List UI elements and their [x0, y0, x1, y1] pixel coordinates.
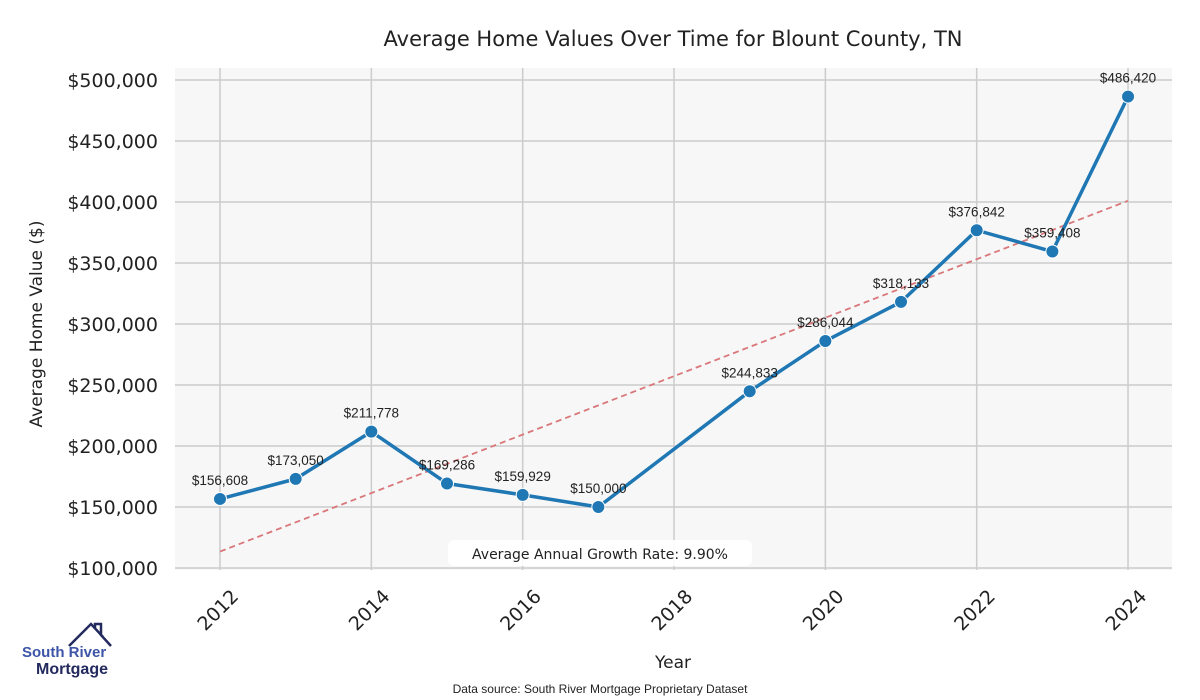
- y-tick-label: $450,000: [67, 131, 158, 153]
- data-label: $286,044: [797, 315, 854, 330]
- y-tick-label: $350,000: [67, 253, 158, 275]
- chart-title: Average Home Values Over Time for Blount…: [384, 27, 963, 51]
- y-tick-label: $300,000: [67, 314, 158, 336]
- y-tick-label: $250,000: [67, 375, 158, 397]
- data-label: $486,420: [1100, 71, 1156, 86]
- data-label: $318,133: [873, 276, 929, 291]
- data-point: [969, 223, 984, 238]
- data-point: [1045, 244, 1060, 259]
- data-label: $150,000: [570, 481, 626, 496]
- y-tick-label: $400,000: [67, 192, 158, 214]
- data-label: $156,608: [192, 473, 248, 488]
- data-point: [1121, 89, 1136, 104]
- data-label: $359,408: [1024, 226, 1080, 241]
- x-axis-label: Year: [654, 653, 691, 673]
- x-tick-label: 2016: [496, 586, 546, 636]
- data-label: $169,286: [419, 457, 475, 472]
- data-point: [818, 334, 833, 349]
- x-tick-label: 2014: [345, 586, 395, 636]
- trend-line: [219, 199, 1129, 553]
- data-label: $244,833: [722, 365, 778, 380]
- data-point: [894, 294, 909, 309]
- data-point: [591, 500, 606, 514]
- data-label: $376,842: [949, 204, 1005, 219]
- y-tick-label: $500,000: [67, 70, 158, 92]
- y-tick-label: $100,000: [67, 558, 158, 580]
- growth-annotation: Average Annual Growth Rate: 9.90%: [448, 540, 752, 566]
- company-logo: South River Mortgage: [22, 622, 114, 682]
- logo-line2: Mortgage: [36, 661, 108, 678]
- data-label: $173,050: [268, 453, 324, 468]
- x-tick-label: 2022: [950, 586, 1000, 636]
- x-tick-label: 2012: [193, 586, 243, 636]
- data-point: [742, 384, 757, 399]
- house-icon: [68, 622, 112, 647]
- y-axis-label: Average Home Value ($): [27, 221, 47, 428]
- growth-rate-text: Average Annual Growth Rate: 9.90%: [472, 547, 728, 563]
- data-point: [440, 476, 455, 491]
- data-point: [288, 471, 303, 486]
- series-line: [219, 95, 1130, 509]
- data-point: [364, 424, 379, 439]
- x-tick-label: 2024: [1101, 586, 1151, 636]
- data-label: $159,929: [495, 469, 551, 484]
- y-tick-label: $150,000: [67, 497, 158, 519]
- x-tick-label: 2020: [799, 586, 849, 636]
- data-label: $211,778: [344, 406, 399, 421]
- x-tick-label: 2018: [647, 586, 697, 636]
- data-point: [213, 491, 227, 506]
- y-tick-label: $200,000: [67, 436, 158, 458]
- data-source: Data source: South River Mortgage Propri…: [452, 682, 748, 696]
- logo-line1: South River: [22, 644, 107, 661]
- data-point: [515, 487, 530, 502]
